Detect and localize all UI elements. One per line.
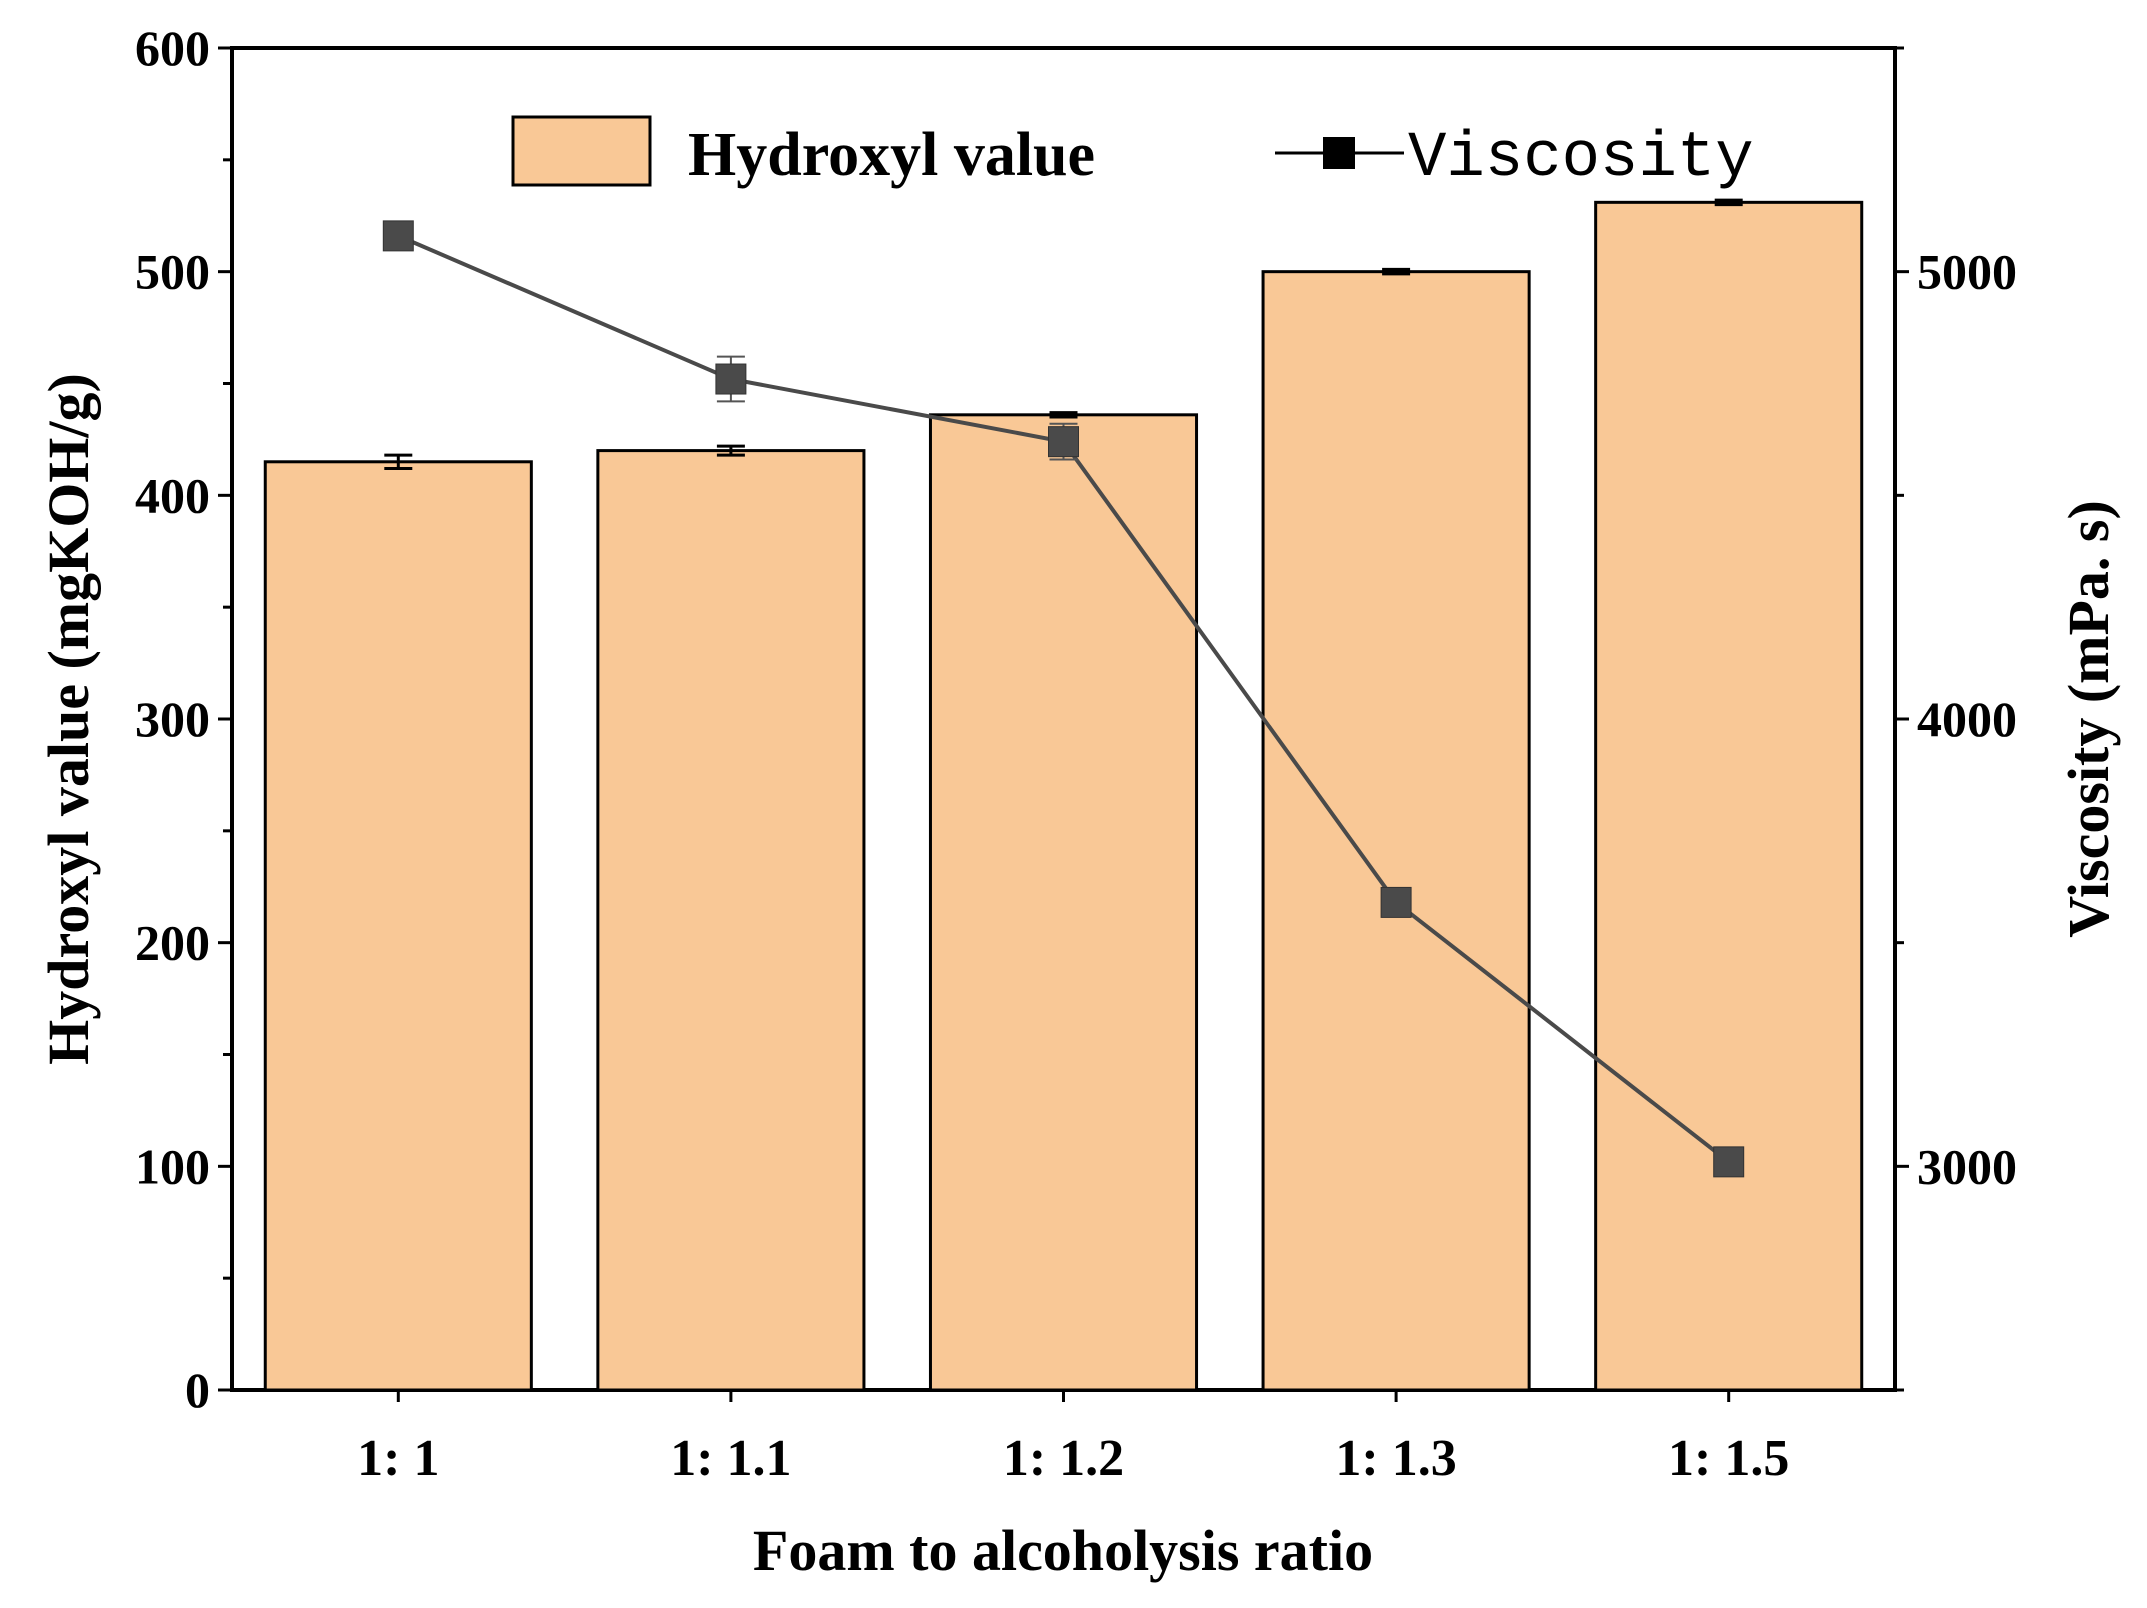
right-tick-label: 5000: [1917, 244, 2017, 300]
bar-1: [263, 460, 533, 1392]
viscosity-point-3: [1048, 426, 1079, 458]
right-axis-title: Viscosity (mPa. s): [2056, 500, 2121, 938]
x-tick-label: 1: 1.1: [670, 1430, 791, 1487]
bar-3: [928, 413, 1199, 1392]
bar-2: [596, 449, 866, 1392]
right-tick-label: 4000: [1917, 691, 2017, 747]
x-tick-label: 1: 1.3: [1335, 1430, 1456, 1487]
x-tick-label: 1: 1.5: [1668, 1430, 1789, 1487]
viscosity-point-5: [1713, 1146, 1745, 1178]
left-axis-title: Hydroxyl value (mgKOH/g): [36, 373, 101, 1065]
left-tick-label: 200: [135, 915, 210, 971]
axes-layer: 0 100 200 300 400 500 600 3000 4000 5000 1: 1 1: 1.…: [135, 20, 2017, 1487]
bars-layer: [263, 198, 1864, 1392]
x-tick-label: 1: 1: [357, 1430, 439, 1487]
legend: Hydroxyl value Viscosity: [511, 115, 1754, 195]
right-tick-label: 3000: [1917, 1138, 2017, 1194]
x-axis-title: Foam to alcoholysis ratio: [753, 1518, 1373, 1583]
legend-line-label: Viscosity: [1408, 123, 1754, 195]
bar-4: [1261, 270, 1531, 1392]
legend-bar-swatch: [511, 115, 652, 187]
viscosity-point-1: [382, 220, 414, 252]
left-tick-label: 600: [135, 20, 210, 76]
left-tick-label: 300: [135, 691, 210, 747]
left-tick-label: 100: [135, 1138, 210, 1194]
x-tick-label: 1: 1.2: [1003, 1430, 1124, 1487]
left-tick-label: 0: [185, 1362, 210, 1418]
line-layer: [382, 220, 1745, 1178]
bar-5: [1594, 200, 1864, 1392]
legend-bar-label: Hydroxyl value: [688, 121, 1095, 189]
left-tick-label: 400: [135, 467, 210, 523]
viscosity-point-2: [715, 363, 747, 395]
legend-line-marker: [1323, 137, 1355, 169]
viscosity-point-4: [1380, 886, 1412, 918]
left-tick-label: 500: [135, 244, 210, 300]
